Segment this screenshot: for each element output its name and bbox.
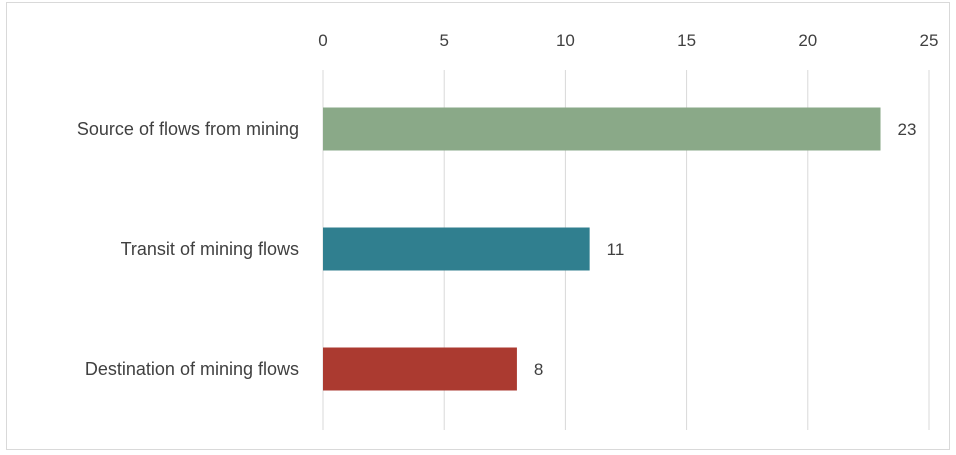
data-labels: 23 11 8: [534, 120, 917, 379]
bar-1: [323, 107, 881, 151]
category-label: Transit of mining flows: [121, 239, 299, 259]
x-tick-label: 20: [798, 31, 817, 50]
x-tick-label: 0: [318, 31, 327, 50]
category-labels: Source of flows from mining Transit of mi…: [77, 119, 299, 379]
x-tick-label: 15: [677, 31, 696, 50]
bar-2: [323, 227, 590, 271]
x-tick-label: 5: [439, 31, 448, 50]
x-tick-label: 25: [920, 31, 939, 50]
category-label: Destination of mining flows: [85, 359, 299, 379]
x-tick-label: 10: [556, 31, 575, 50]
x-axis-ticks: 0 5 10 15 20 25: [318, 31, 938, 50]
data-label: 11: [607, 240, 625, 259]
data-label: 8: [534, 360, 543, 379]
bar-3: [323, 347, 517, 391]
bars: [323, 107, 881, 391]
data-label: 23: [898, 120, 917, 139]
category-label: Source of flows from mining: [77, 119, 299, 139]
